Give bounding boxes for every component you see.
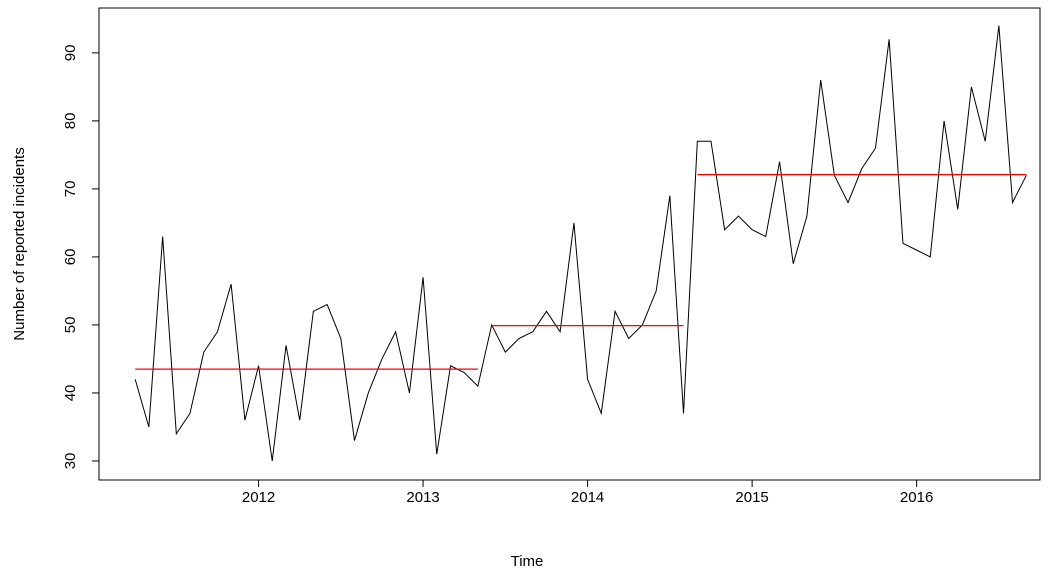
x-tick-label: 2012: [242, 489, 275, 506]
y-tick-label: 90: [62, 45, 79, 62]
y-tick-label: 50: [62, 317, 79, 334]
plot-frame: [98, 7, 1041, 481]
y-tick-label: 80: [62, 113, 79, 130]
y-tick-label: 60: [62, 249, 79, 266]
series-line: [134, 25, 1027, 462]
y-tick-label: 70: [62, 181, 79, 198]
x-tick-label: 2014: [571, 489, 604, 506]
x-tick-label: 2013: [406, 489, 439, 506]
y-tick-label: 40: [62, 385, 79, 402]
y-axis-label: Number of reported incidents: [11, 147, 28, 340]
x-tick-label: 2016: [900, 489, 933, 506]
x-tick-label: 2015: [735, 489, 768, 506]
x-axis-label: Time: [511, 553, 544, 570]
y-tick-label: 30: [62, 453, 79, 470]
